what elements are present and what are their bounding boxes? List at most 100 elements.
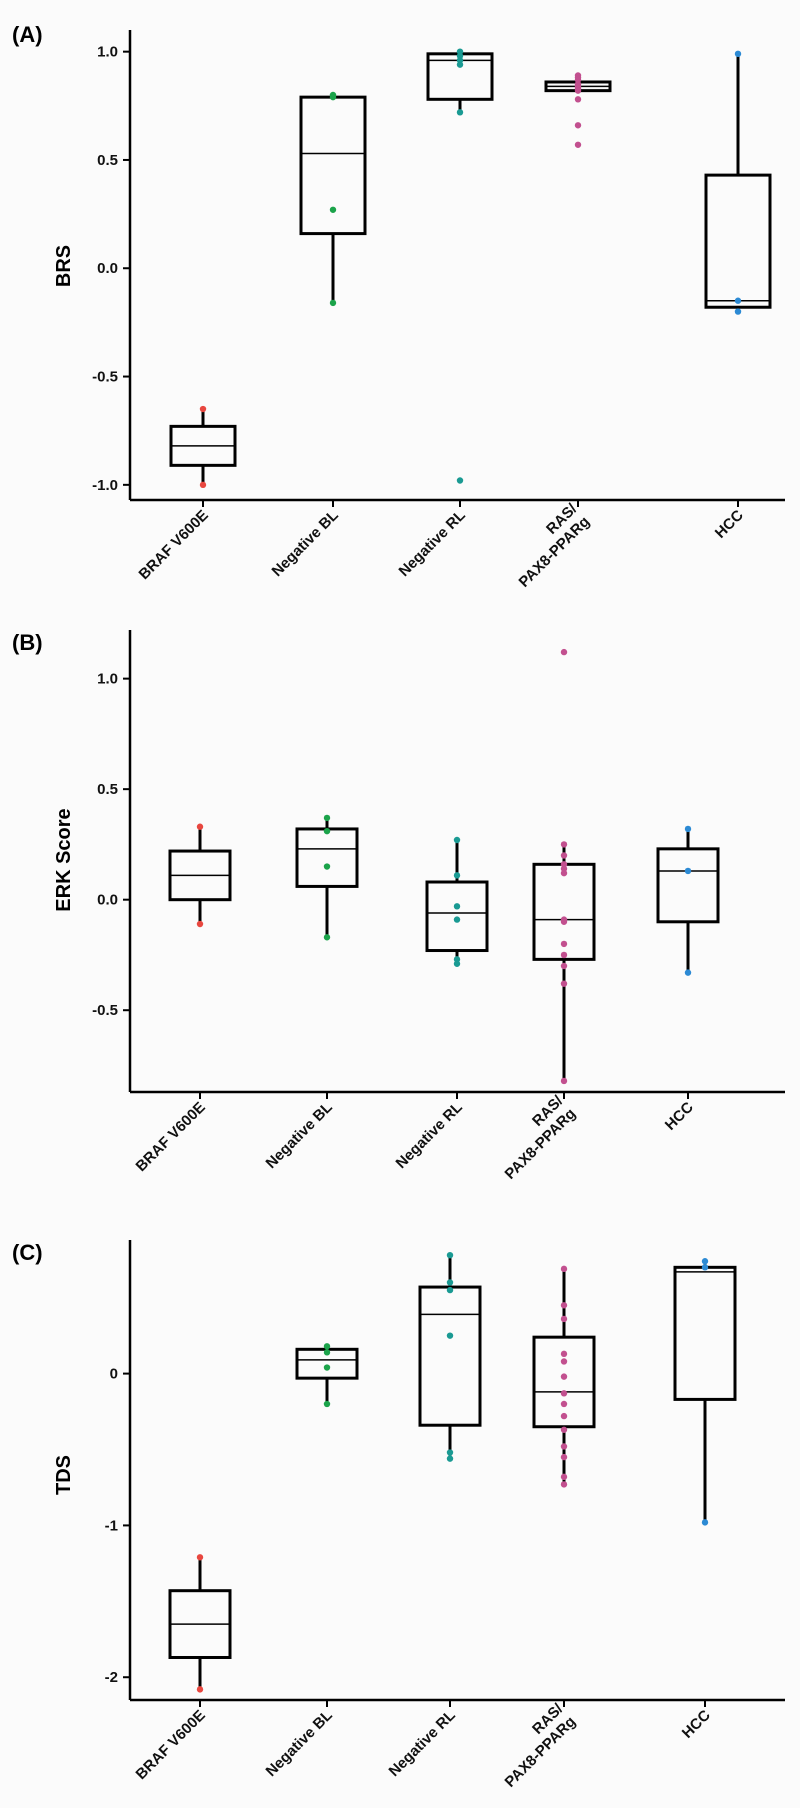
box — [295, 827, 359, 888]
data-point — [560, 918, 568, 925]
data-point — [199, 405, 207, 413]
x-tick-label: Negative RL — [395, 507, 468, 580]
data-point — [329, 299, 337, 307]
data-point — [329, 206, 337, 213]
y-tick-label: -0.5 — [92, 369, 118, 386]
data-point — [560, 1443, 568, 1450]
data-point — [701, 1264, 709, 1271]
panel-label: (A) — [12, 22, 43, 47]
y-ticks: 0 -1 -2 — [105, 1366, 130, 1686]
x-tick-label: BRAF V600E — [136, 507, 212, 583]
boxes — [168, 817, 720, 1081]
data-point — [560, 1473, 568, 1481]
data-point — [323, 1400, 331, 1408]
data-point — [446, 1449, 454, 1456]
box — [656, 847, 720, 924]
panel-c: (C) TDS 0 -1 -2 BRAF V600E Negative BL Negat… — [12, 1240, 785, 1791]
data-point — [560, 1400, 568, 1408]
data-point — [196, 823, 204, 830]
data-point — [323, 827, 331, 835]
x-tick-label: Negative BL — [262, 1707, 335, 1780]
y-axis-label: BRS — [53, 245, 75, 287]
data-point — [560, 951, 568, 959]
x-tick-label: Negative BL — [262, 1099, 335, 1172]
data-point — [560, 1302, 568, 1309]
y-tick-label: 1.0 — [97, 671, 118, 688]
data-point — [560, 1265, 568, 1273]
y-tick-label: -2 — [105, 1669, 118, 1686]
y-tick-label: 0.0 — [97, 260, 118, 277]
data-point — [446, 1251, 454, 1259]
data-point — [560, 841, 568, 848]
data-point — [446, 1332, 454, 1339]
data-point — [734, 308, 742, 315]
box — [299, 95, 367, 236]
data-point — [560, 1373, 568, 1380]
data-point — [456, 109, 464, 116]
data-point — [560, 1426, 568, 1433]
panel-label: (C) — [12, 1240, 43, 1265]
y-tick-label: -1 — [105, 1517, 118, 1534]
data-point — [196, 1686, 204, 1693]
axes — [128, 30, 785, 502]
box — [425, 880, 489, 953]
data-point — [734, 50, 742, 58]
panel-a: (A) BRS 1.0 0.5 0.0 -0.5 -1.0 BRAF V600E Nega… — [12, 22, 785, 591]
y-tick-label: 0.0 — [97, 892, 118, 909]
points — [196, 648, 692, 1085]
data-point — [684, 825, 692, 833]
panel-label: (B) — [12, 630, 43, 655]
x-tick-label: HCC — [662, 1099, 697, 1134]
data-point — [560, 1412, 568, 1420]
y-axis-label: ERK Score — [53, 808, 75, 911]
data-point — [574, 141, 582, 148]
y-tick-label: 0 — [110, 1366, 118, 1383]
box — [673, 1265, 737, 1401]
data-point — [574, 96, 582, 103]
x-tick-label: RAS/PAX8-PPARg — [489, 1092, 580, 1183]
x-tick-label: RAS/PAX8-PPARg — [503, 500, 594, 591]
x-tick-label: HCC — [679, 1707, 714, 1742]
panel-b: (B) ERK Score 1.0 0.5 0.0 -0.5 BRAF V600E Ne… — [12, 630, 785, 1183]
points — [196, 1251, 709, 1693]
data-point — [560, 980, 568, 987]
x-ticks: BRAF V600E Negative BL Negative RL RAS/PAX8… — [133, 1092, 697, 1183]
data-point — [446, 1455, 454, 1462]
data-point — [560, 861, 568, 868]
boxes — [168, 1255, 737, 1690]
data-point — [560, 1315, 568, 1323]
data-point — [734, 297, 742, 304]
data-point — [560, 940, 568, 948]
box — [418, 1285, 482, 1427]
data-point — [199, 481, 207, 489]
data-point — [446, 1279, 454, 1286]
data-point — [574, 122, 582, 129]
data-point — [323, 1343, 331, 1350]
y-tick-label: 1.0 — [97, 44, 118, 61]
x-ticks: BRAF V600E Negative BL Negative RL RAS/PAX8… — [136, 500, 747, 591]
data-point — [684, 867, 692, 875]
data-point — [560, 648, 568, 656]
data-point — [560, 1358, 568, 1365]
axes — [128, 1240, 785, 1702]
data-point — [323, 814, 331, 822]
boxes — [169, 51, 772, 485]
y-tick-label: -0.5 — [92, 1002, 118, 1019]
x-tick-label: BRAF V600E — [133, 1099, 209, 1175]
data-point — [453, 836, 461, 844]
box — [704, 173, 772, 309]
x-tick-label: RAS/PAX8-PPARg — [489, 1700, 580, 1791]
data-point — [560, 852, 568, 859]
data-point — [560, 1453, 568, 1461]
data-point — [560, 865, 568, 872]
points — [199, 48, 742, 489]
data-point — [456, 477, 464, 484]
data-point — [446, 1286, 454, 1294]
data-point — [684, 969, 692, 976]
x-tick-label: BRAF V600E — [133, 1707, 209, 1783]
data-point — [453, 903, 461, 910]
data-point — [560, 1390, 568, 1397]
y-ticks: 1.0 0.5 0.0 -0.5 -1.0 — [92, 44, 130, 494]
data-point — [196, 1554, 204, 1561]
data-point — [329, 93, 337, 101]
